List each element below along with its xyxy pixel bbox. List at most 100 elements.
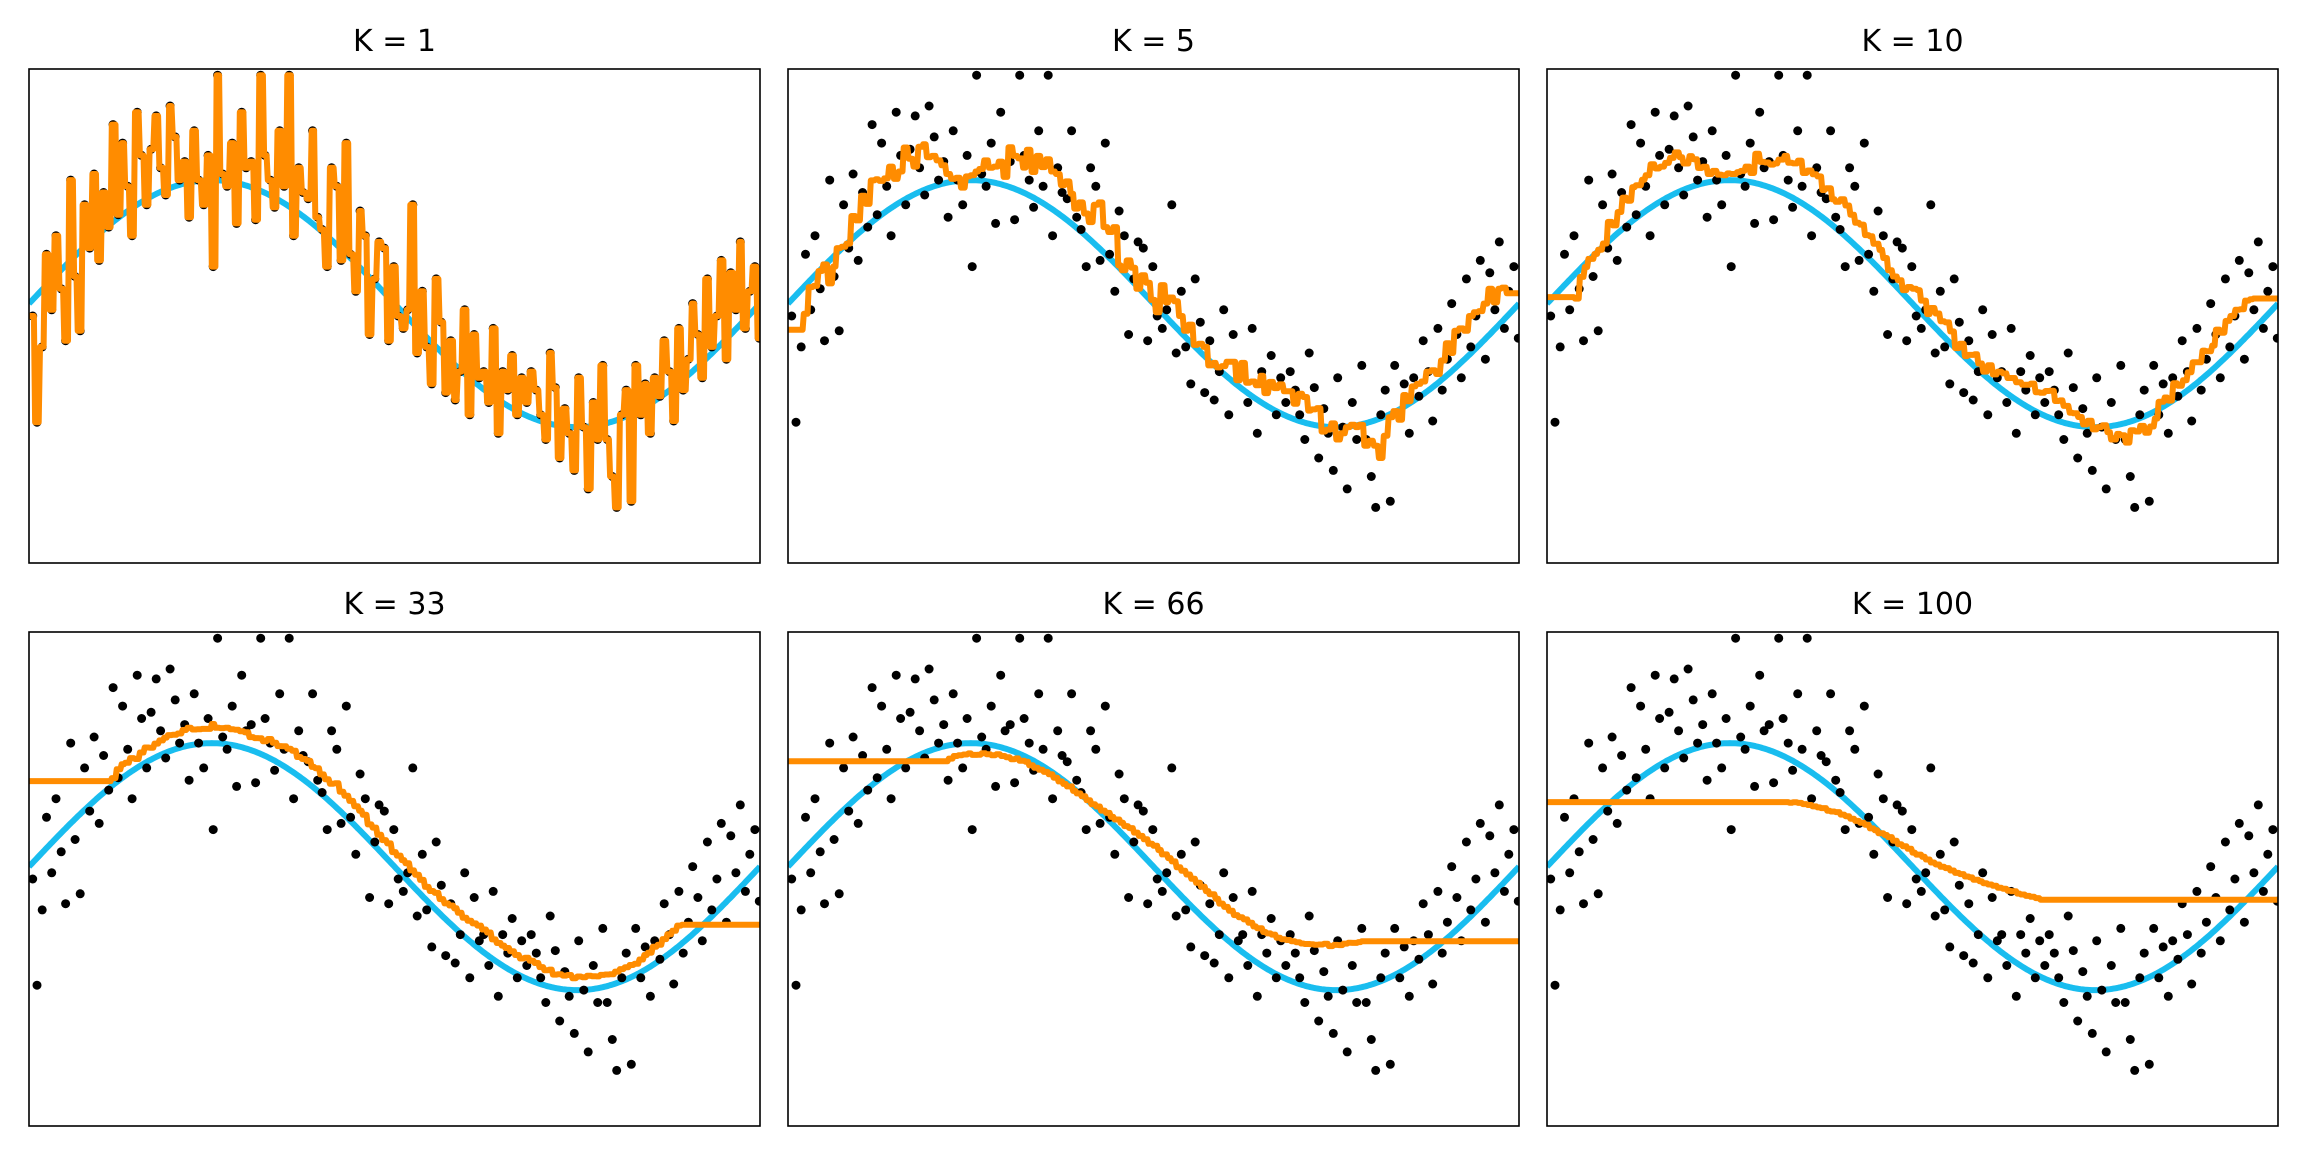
- data-point: [1162, 305, 1172, 315]
- data-point: [355, 769, 365, 779]
- data-point: [901, 200, 911, 210]
- data-point: [127, 794, 137, 804]
- data-point: [891, 107, 901, 117]
- data-point: [1693, 175, 1703, 185]
- data-point: [1911, 311, 1921, 321]
- data-point: [2182, 930, 2192, 940]
- data-point: [810, 794, 820, 804]
- data-point: [1276, 373, 1286, 383]
- data-point: [1352, 435, 1362, 444]
- data-point: [1038, 744, 1048, 754]
- data-point: [1674, 163, 1684, 173]
- data-point: [2249, 305, 2259, 315]
- data-point: [189, 689, 199, 699]
- data-point: [2173, 954, 2183, 964]
- data-point: [579, 985, 589, 995]
- data-point: [1119, 231, 1129, 241]
- data-point: [1423, 930, 1433, 940]
- data-point: [915, 726, 925, 736]
- data-point: [1655, 714, 1665, 723]
- data-point: [1499, 886, 1509, 896]
- data-point: [1940, 905, 1950, 915]
- data-point: [1342, 484, 1352, 494]
- data-point: [1205, 899, 1215, 909]
- data-point: [1300, 998, 1310, 1007]
- data-point: [1935, 286, 1945, 296]
- data-point: [132, 670, 142, 680]
- data-point: [56, 847, 66, 857]
- data-point: [1968, 395, 1978, 405]
- data-point: [1650, 670, 1660, 680]
- data-point: [194, 738, 204, 748]
- data-point: [1309, 946, 1319, 956]
- data-point: [2149, 360, 2159, 370]
- data-point: [412, 911, 422, 921]
- data-point: [1376, 410, 1386, 420]
- data-point: [1171, 911, 1181, 921]
- data-point: [1797, 744, 1807, 754]
- data-point: [588, 961, 598, 970]
- data-point: [712, 874, 722, 884]
- data-point: [1247, 886, 1257, 896]
- data-point: [1067, 689, 1077, 699]
- data-point: [1584, 738, 1594, 748]
- data-point: [455, 930, 465, 940]
- data-point: [1442, 917, 1452, 927]
- data-point: [986, 701, 996, 711]
- data-point: [569, 1028, 579, 1038]
- data-point: [1447, 299, 1457, 309]
- data-point: [1219, 305, 1229, 315]
- data-point: [1892, 800, 1902, 810]
- data-point: [1873, 206, 1883, 216]
- data-point: [431, 837, 441, 847]
- data-point: [1702, 775, 1712, 785]
- data-point: [2092, 373, 2102, 383]
- panel-k33: K = 33: [28, 587, 761, 1127]
- knn-fit-line: [29, 72, 760, 511]
- data-point: [1081, 262, 1091, 272]
- data-point: [655, 954, 665, 964]
- plot-contents: [788, 70, 1519, 512]
- data-point: [2111, 998, 2121, 1007]
- data-point: [118, 701, 128, 711]
- data-point: [1679, 190, 1689, 200]
- data-point: [436, 880, 446, 890]
- data-point: [1490, 305, 1500, 315]
- data-point: [1304, 911, 1314, 921]
- data-point: [1987, 893, 1997, 902]
- data-point: [1095, 818, 1105, 828]
- data-point: [2063, 348, 2073, 358]
- data-point: [1987, 330, 1997, 339]
- data-point: [688, 862, 698, 872]
- data-point: [184, 775, 194, 785]
- data-point: [1271, 973, 1281, 983]
- data-point: [1926, 763, 1936, 773]
- data-point: [1935, 849, 1945, 859]
- axes-frame: [787, 631, 1520, 1127]
- true-function-line: [1547, 740, 2278, 994]
- data-point: [2220, 274, 2230, 284]
- data-point: [924, 664, 934, 674]
- data-point: [51, 794, 61, 804]
- panel-k66: K = 66: [787, 587, 1520, 1127]
- data-point: [1418, 899, 1428, 909]
- data-point: [37, 905, 47, 915]
- data-point: [469, 893, 479, 902]
- data-point: [612, 1065, 622, 1075]
- data-point: [2206, 862, 2216, 872]
- data-point: [1793, 126, 1803, 136]
- data-point: [2021, 385, 2031, 395]
- data-point: [1788, 765, 1798, 775]
- data-point: [1968, 958, 1978, 968]
- panel-title: K = 10: [1861, 24, 1963, 59]
- data-point: [1452, 893, 1462, 902]
- data-point: [1328, 465, 1338, 475]
- data-point: [289, 794, 299, 804]
- data-point: [1371, 502, 1381, 512]
- data-point: [1480, 354, 1490, 364]
- data-point: [351, 849, 361, 859]
- data-point: [1878, 231, 1888, 241]
- data-point: [948, 689, 958, 699]
- data-point: [1869, 849, 1879, 859]
